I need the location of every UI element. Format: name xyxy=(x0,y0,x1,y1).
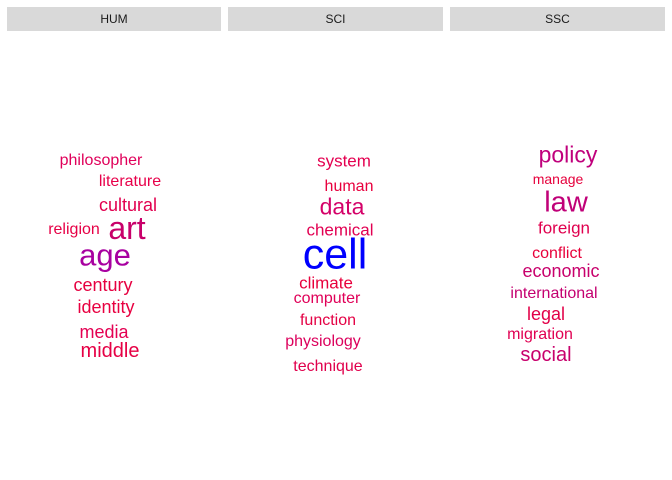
word-human: human xyxy=(324,178,374,195)
word-chemical: chemical xyxy=(306,220,374,240)
word-economic: economic xyxy=(522,261,600,281)
word-physiology: physiology xyxy=(285,333,361,350)
word-technique: technique xyxy=(293,358,363,375)
word-social: social xyxy=(520,344,572,366)
word-policy: policy xyxy=(538,141,598,168)
facet-panel-hum: HUM philosopher literature cultural religio… xyxy=(7,7,221,467)
word-age: age xyxy=(79,237,131,273)
word-climate: climate xyxy=(299,273,353,293)
facet-panel-sci: SCI system human data chemical cell climate co… xyxy=(228,7,443,467)
word-international: international xyxy=(510,285,598,302)
word-system: system xyxy=(317,151,371,171)
word-cloud: policy manage law foreign conflict economic in… xyxy=(450,31,665,467)
word-cell: cell xyxy=(302,230,368,279)
word-philosopher: philosopher xyxy=(59,152,143,169)
word-computer: computer xyxy=(293,290,361,307)
word-conflict: conflict xyxy=(532,245,582,262)
word-literature: literature xyxy=(98,173,162,190)
word-migration: migration xyxy=(507,326,573,343)
word-data: data xyxy=(319,193,365,220)
facet-strip-label: SCI xyxy=(228,7,443,31)
word-cloud: system human data chemical cell climate comput… xyxy=(228,31,443,467)
facet-panel-ssc: SSC policy manage law foreign conflict econom… xyxy=(450,7,665,467)
word-media: media xyxy=(79,322,129,342)
word-identity: identity xyxy=(77,297,135,317)
word-foreign: foreign xyxy=(538,218,590,238)
word-religion: religion xyxy=(48,221,100,238)
word-middle: middle xyxy=(80,340,140,362)
word-legal: legal xyxy=(526,304,566,324)
word-art: art xyxy=(108,210,146,246)
word-cloud: philosopher literature cultural religion art… xyxy=(7,31,221,467)
facet-strip-label: HUM xyxy=(7,7,221,31)
word-cultural: cultural xyxy=(98,195,158,215)
word-law: law xyxy=(544,186,588,219)
word-century: century xyxy=(73,275,133,295)
word-function: function xyxy=(299,312,357,329)
facet-strip-label: SSC xyxy=(450,7,665,31)
word-manage: manage xyxy=(532,171,584,187)
